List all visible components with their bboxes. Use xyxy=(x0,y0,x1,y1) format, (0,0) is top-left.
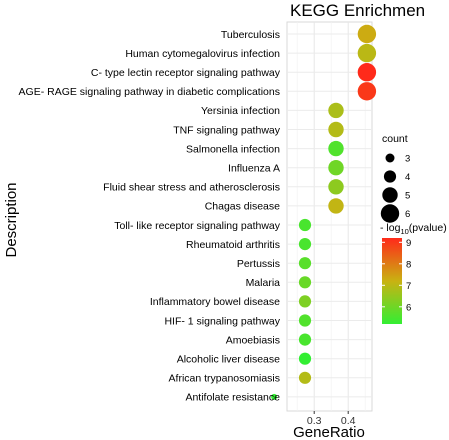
size-legend-key xyxy=(380,204,400,223)
data-point xyxy=(328,198,344,214)
y-axis-title: Description xyxy=(3,182,20,257)
size-legend-label: 4 xyxy=(405,172,410,183)
plot-panel xyxy=(271,21,377,412)
data-point xyxy=(357,43,377,63)
data-points xyxy=(271,24,377,400)
data-point xyxy=(328,160,344,176)
data-point xyxy=(298,371,312,384)
size-legend-key xyxy=(385,153,395,163)
x-tick-labels: 0.3 0.4 xyxy=(307,411,356,427)
data-point xyxy=(298,257,312,270)
color-legend-title: - log10(pvalue) xyxy=(380,222,447,236)
y-tick-label: Malaria xyxy=(246,277,281,289)
data-point xyxy=(298,352,312,365)
data-point xyxy=(271,393,278,400)
data-point xyxy=(298,276,312,289)
y-tick-label: TNF signaling pathway xyxy=(173,124,281,136)
data-point xyxy=(298,314,312,327)
y-tick-label: Rheumatoid arthritis xyxy=(186,239,280,251)
y-tick-label: Yersinia infection xyxy=(201,105,280,117)
data-point xyxy=(298,238,312,251)
data-point xyxy=(357,62,377,82)
y-tick-label: AGE- RAGE signaling pathway in diabetic … xyxy=(19,86,280,98)
size-legend-label: 3 xyxy=(405,154,410,165)
y-tick-label: Fluid shear stress and atherosclerosis xyxy=(103,182,280,194)
colorbar-tick-label: 9 xyxy=(406,238,411,249)
y-tick-label: Human cytomegalovirus infection xyxy=(125,48,280,60)
y-tick-label: Amoebiasis xyxy=(226,334,280,346)
data-point xyxy=(328,102,344,119)
size-legend-items: 3 4 5 6 xyxy=(380,153,410,223)
size-legend-title: count xyxy=(382,133,408,145)
data-point xyxy=(298,218,312,232)
colorbar-tick-label: 8 xyxy=(406,259,411,270)
x-tick-label: 0.4 xyxy=(341,415,356,427)
color-legend-title-sub: 10 xyxy=(400,227,408,236)
size-legend: count 3 4 5 6 xyxy=(380,133,410,223)
size-legend-label: 6 xyxy=(405,209,410,220)
y-tick-label: Salmonella infection xyxy=(186,143,280,155)
y-tick-label: C- type lectin receptor signaling pathwa… xyxy=(91,67,281,79)
y-tick-label: Toll- like receptor signaling pathway xyxy=(114,220,280,232)
y-tick-label: Influenza A xyxy=(228,163,280,175)
data-point xyxy=(328,121,344,138)
y-tick-labels: Tuberculosis Human cytomegalovirus infect… xyxy=(19,29,281,404)
size-legend-key xyxy=(383,170,397,183)
colorbar-ticks: 6 7 8 9 xyxy=(382,238,411,313)
data-point xyxy=(298,333,312,346)
panel-border xyxy=(286,21,373,412)
data-point xyxy=(357,82,377,101)
y-tick-label: Pertussis xyxy=(237,258,280,270)
size-legend-key xyxy=(382,187,398,203)
colorbar-tick-label: 6 xyxy=(406,302,411,313)
colorbar-tick-label: 7 xyxy=(406,281,411,292)
color-legend-title-prefix: - log xyxy=(380,222,401,234)
x-tick-label: 0.3 xyxy=(307,415,322,427)
y-tick-label: Chagas disease xyxy=(205,201,280,213)
data-point xyxy=(357,24,377,44)
y-tick-label: Inflammatory bowel disease xyxy=(150,296,280,308)
x-axis-title: GeneRatio xyxy=(293,424,365,440)
color-legend: - log10(pvalue) 6 7 8 9 xyxy=(380,222,447,324)
y-tick-label: Tuberculosis xyxy=(221,29,280,41)
data-point xyxy=(298,295,312,308)
y-tick-label: HIF- 1 signaling pathway xyxy=(164,315,280,327)
data-point xyxy=(328,140,344,157)
colorbar xyxy=(382,238,402,324)
size-legend-label: 5 xyxy=(405,191,410,202)
chart-title: KEGG Enrichmen xyxy=(290,1,425,20)
color-legend-title-suffix: (pvalue) xyxy=(409,222,447,234)
y-tick-label: African trypanosomiasis xyxy=(169,373,280,385)
y-tick-label: Antifolate resistance xyxy=(185,392,280,404)
data-point xyxy=(328,179,344,195)
y-tick-label: Alcoholic liver disease xyxy=(177,354,280,366)
